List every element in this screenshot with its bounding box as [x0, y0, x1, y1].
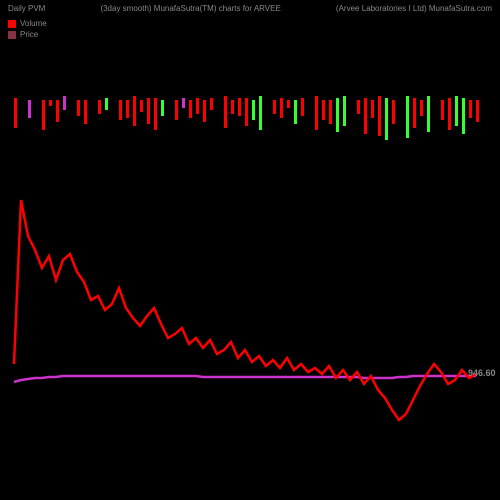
price-line [14, 200, 476, 420]
volume-bars [14, 96, 479, 140]
price-label: 946.60 [468, 368, 496, 378]
baseline-line [14, 376, 476, 382]
chart-svg [0, 0, 500, 500]
chart-container: { "header": { "left": "Daily PVM", "mid"… [0, 0, 500, 500]
